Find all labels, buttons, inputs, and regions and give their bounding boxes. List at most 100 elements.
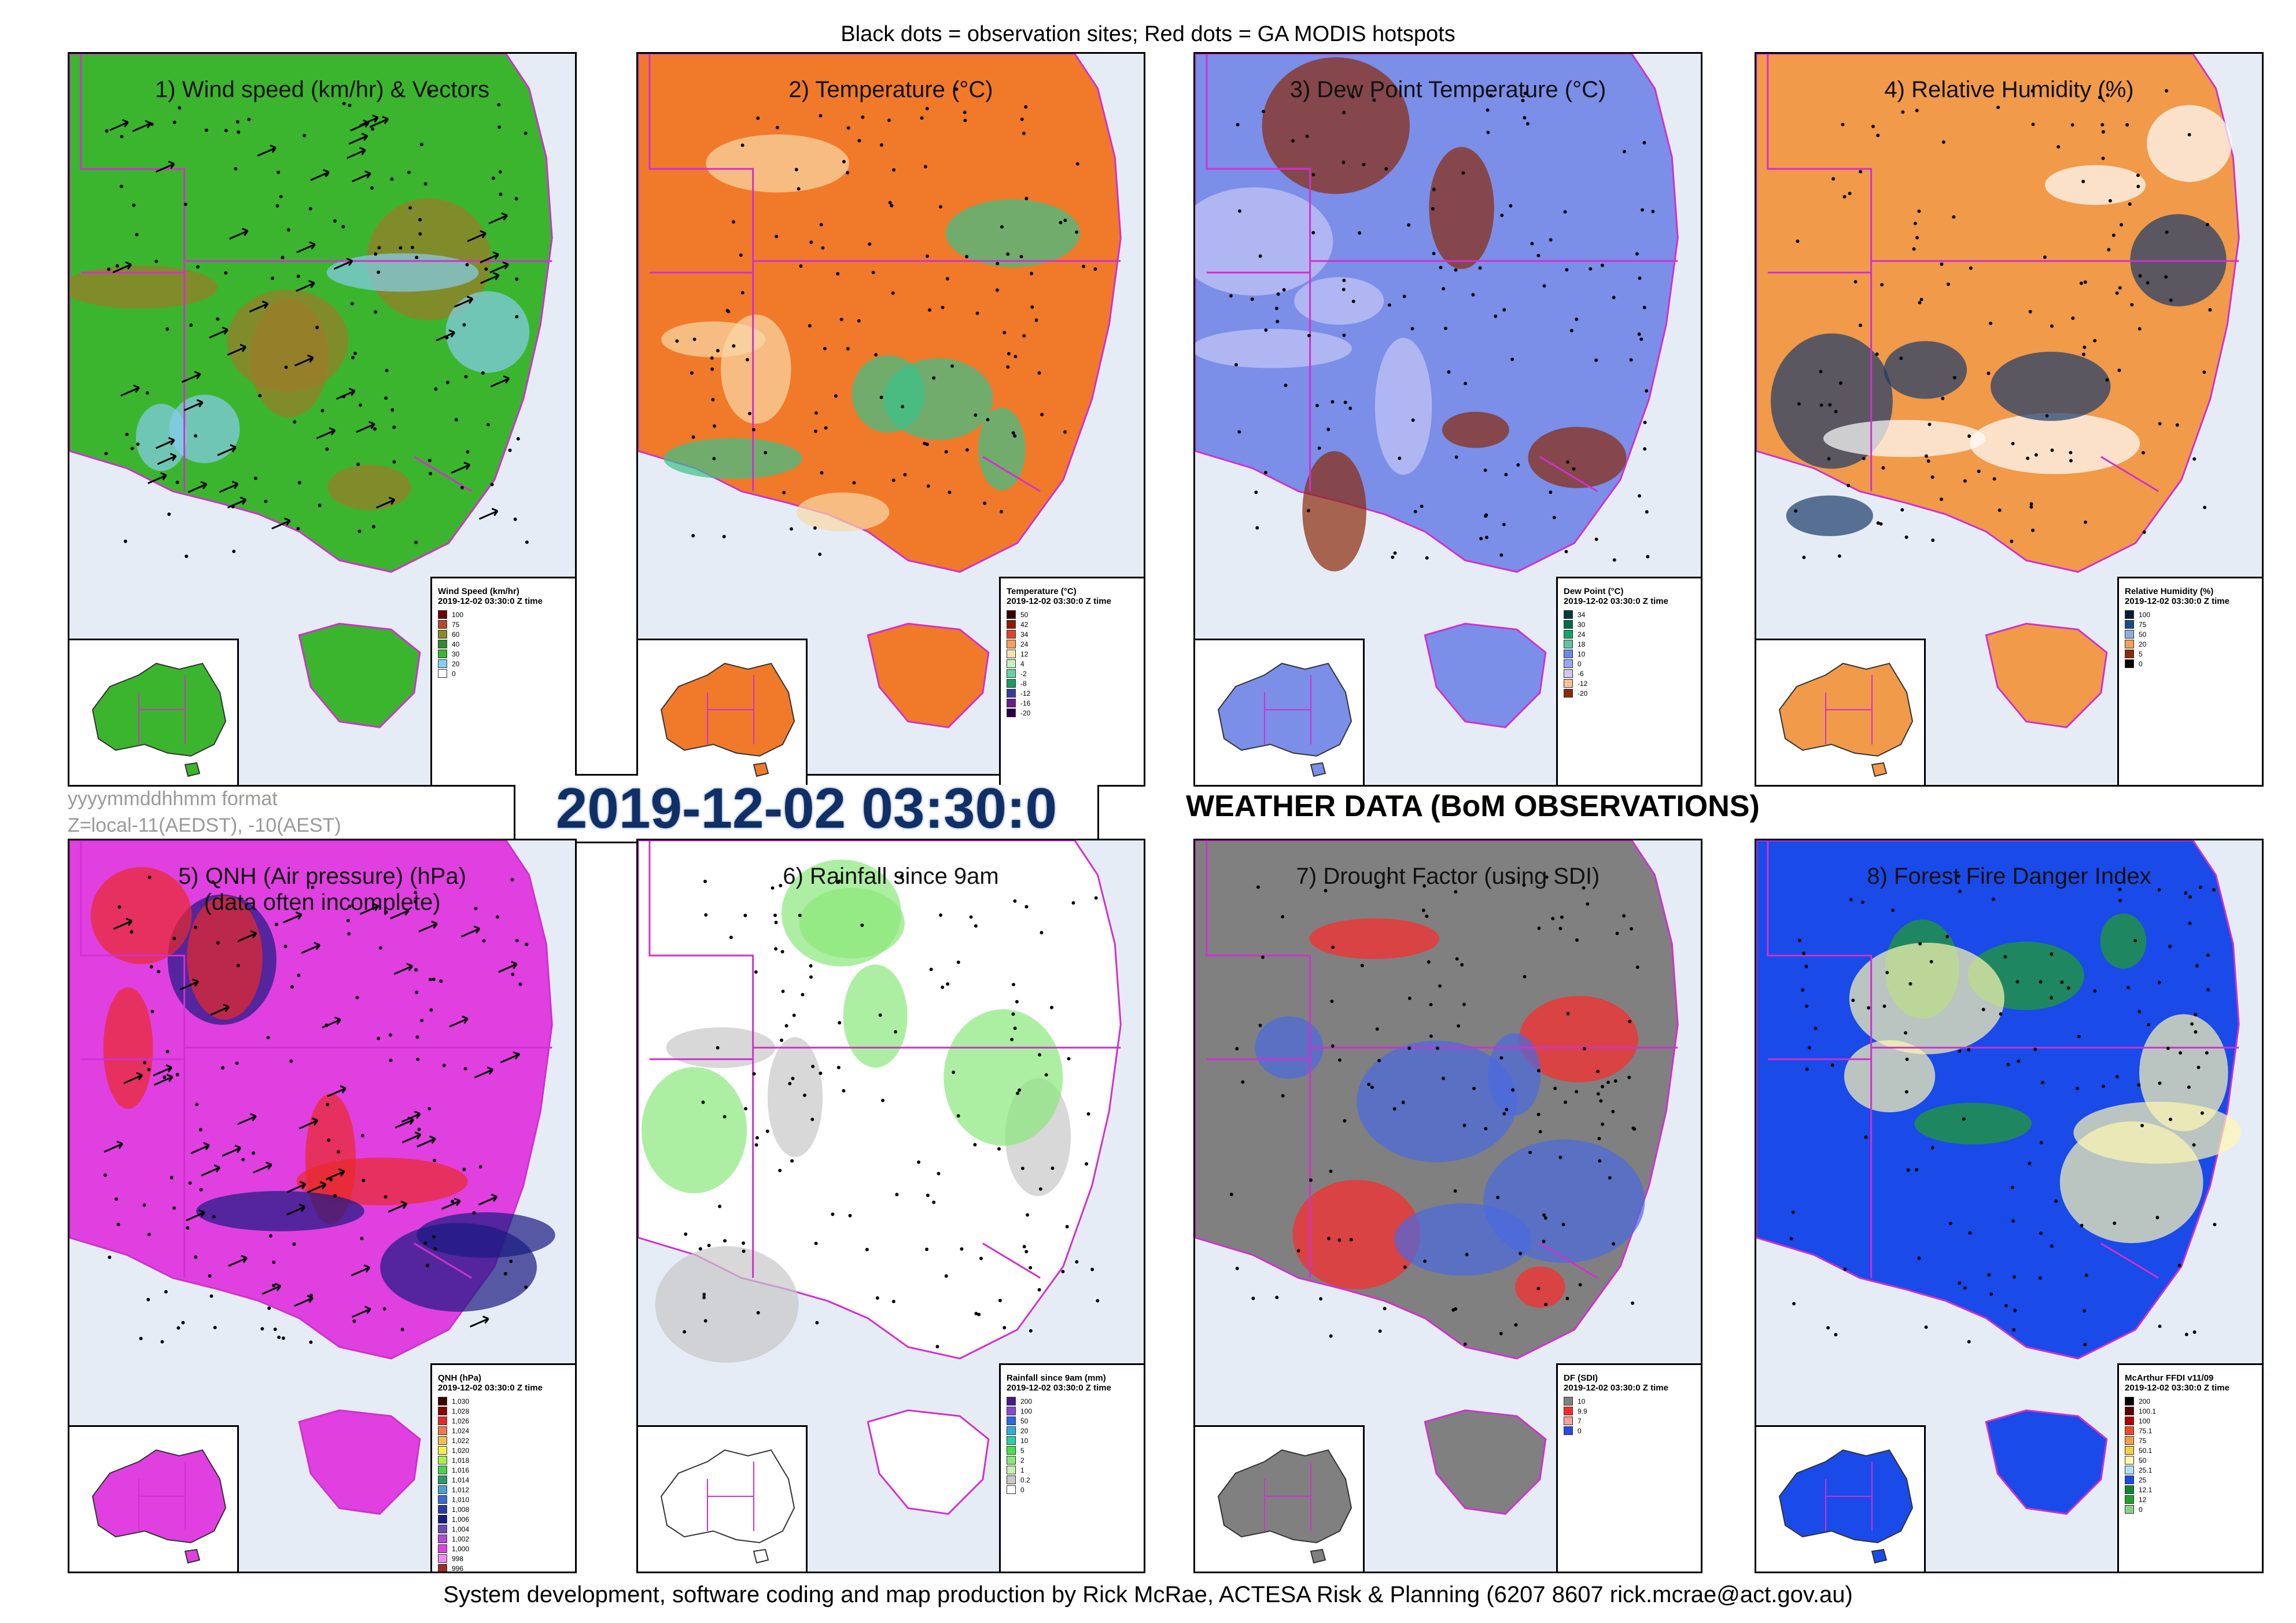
observation-site [965,254,969,259]
observation-site [1013,434,1017,438]
legend-entry: 18 [1564,639,1695,649]
wind-vector [333,257,353,270]
field-blob [1294,277,1384,325]
observation-site [175,480,179,484]
observation-site [1372,98,1376,102]
observation-site [1919,297,1923,301]
legend-swatch [2125,1466,2134,1474]
observation-site [1013,1026,1017,1030]
observation-site [254,476,258,480]
observation-site [135,233,139,237]
legend-label: 50 [1020,610,1029,619]
field-blob [664,438,802,479]
observation-site [1029,1329,1033,1333]
observation-site [1439,265,1443,270]
observation-site [204,128,208,132]
observation-site [1881,466,1885,470]
observation-site [289,1059,293,1063]
observation-site [2006,1063,2010,1067]
observation-site [1358,231,1362,235]
observation-site [2057,145,2061,149]
observation-site [277,170,281,174]
observation-site [1262,109,1266,113]
observation-site [1331,400,1335,404]
state-border [648,840,754,1060]
observation-site [1575,1090,1579,1094]
observation-site [2012,1328,2016,1332]
observation-site [425,1263,429,1267]
observation-site [1530,242,1534,246]
observation-site [499,192,503,196]
legend-entry: 100 [2125,610,2256,619]
wind-vector [478,508,499,520]
observation-site [327,1138,331,1142]
observation-site [1235,1267,1239,1270]
observation-site [290,985,294,989]
observation-site [846,126,850,130]
observation-site [463,1067,467,1071]
legend-entry: 25.1 [2125,1465,2256,1475]
observation-site [1521,98,1525,102]
map-legend: Rainfall since 9am (mm) 2019-12-02 03:30:… [999,1363,1144,1572]
observation-site [2010,539,2014,543]
observation-site [837,879,841,883]
state-border [1539,456,1598,492]
wind-vector [286,1181,307,1193]
observation-site [775,126,779,130]
observation-site [1549,238,1553,242]
observation-site [460,486,464,490]
observation-site [932,1200,936,1204]
legend-entry: 1,020 [438,1445,569,1455]
observation-site [1402,294,1406,298]
state-border [80,54,186,274]
map-legend: Relative Humidity (%) 2019-12-02 03:30:0 … [2117,577,2262,785]
observation-site [1967,1340,1971,1344]
observation-site [427,459,432,463]
observation-site [975,311,979,315]
observation-site [1275,307,1278,311]
observation-site [1864,1135,1868,1139]
legend-time: 2019-12-02 03:30:0 Z time [438,1383,543,1393]
observation-site [765,1129,769,1133]
field-blob [1914,1102,2032,1145]
observation-site [258,394,262,398]
legend-label: 0 [2139,659,2143,668]
legend-label: 1,018 [452,1456,470,1465]
observation-site [1575,317,1579,321]
observation-site [1478,266,1482,270]
observation-site [1429,1034,1433,1038]
observation-site [356,462,360,466]
map-canvas [69,840,555,1515]
legend-label: -20 [1578,689,1588,698]
legend-entry: 5 [2125,649,2256,659]
observation-site [1598,1159,1602,1163]
field-blob [2147,105,2232,182]
observation-site [472,1211,476,1215]
observation-site [1519,1252,1523,1256]
field-blob [1195,329,1352,368]
observation-site [149,965,153,969]
observation-site [359,403,362,407]
observation-site [1237,209,1241,213]
observation-site [1543,1216,1547,1220]
observation-site [2142,530,2146,534]
observation-site [861,115,865,119]
wind-vector [352,170,371,183]
observation-site [1421,908,1425,912]
observation-site [1635,965,1639,969]
observation-site [1630,927,1634,931]
wind-vector [488,212,508,224]
observation-site [2045,414,2049,418]
legend-label: 200 [2139,1397,2151,1406]
observation-site [1564,1100,1567,1104]
observation-site [755,1136,759,1140]
field-blob [1844,1040,1936,1113]
observation-site [1484,1127,1488,1131]
observation-site [329,1178,333,1182]
legend-entry: 1,016 [438,1465,569,1475]
observation-site [341,225,345,228]
legend-label: 75 [2139,620,2147,629]
legend-label: 1 [1020,1466,1024,1474]
tasmania-field [867,1409,990,1515]
legend-entry: 1,006 [438,1514,569,1524]
